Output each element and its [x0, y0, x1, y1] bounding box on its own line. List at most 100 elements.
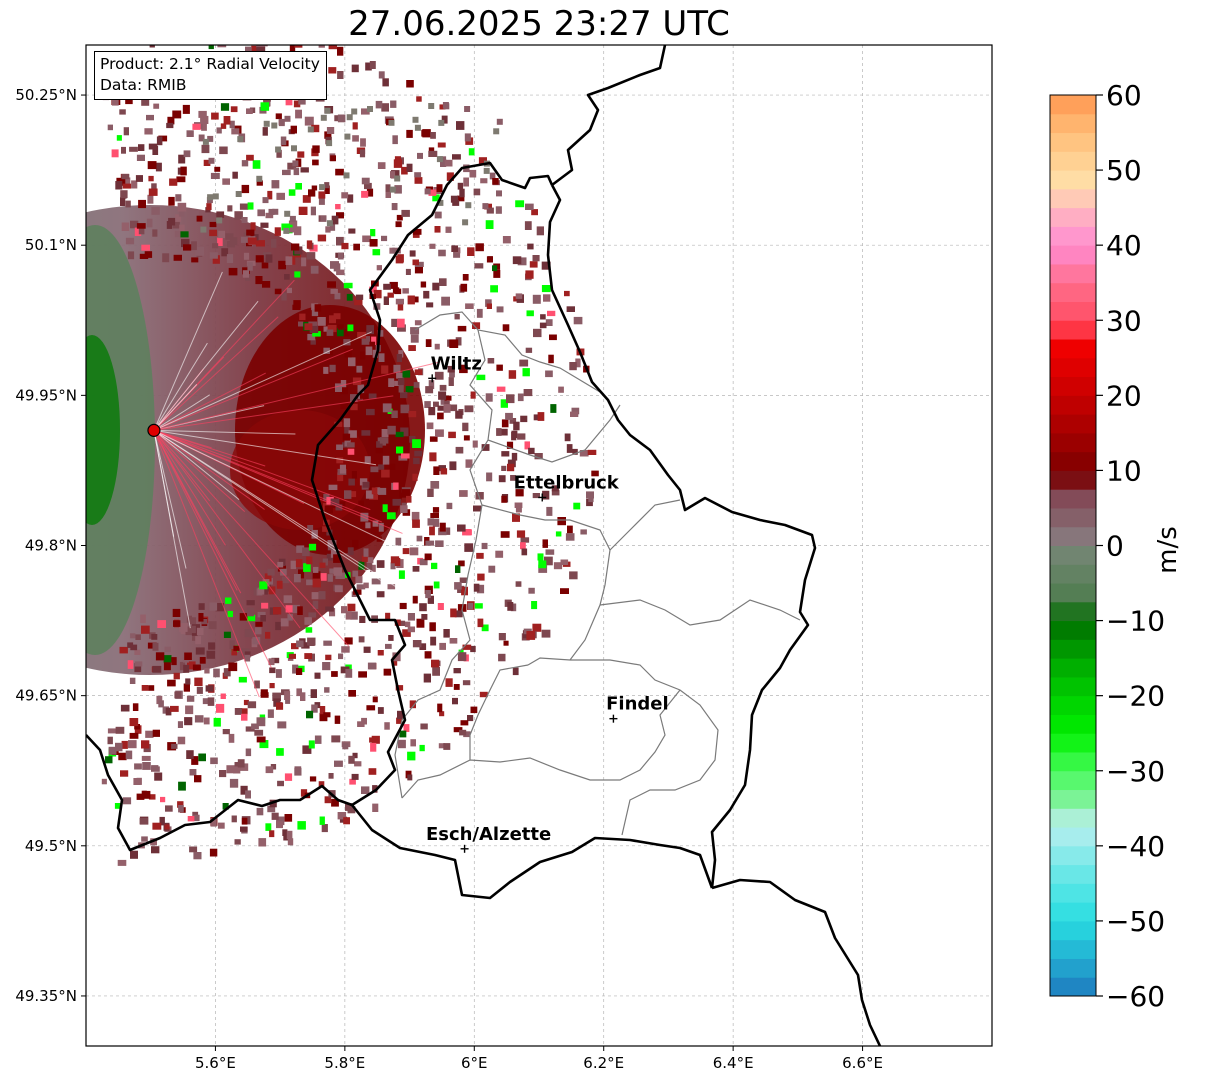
echo-pixel: [199, 657, 206, 664]
echo-pixel: [319, 816, 325, 825]
echo-pixel: [169, 178, 178, 186]
echo-pixel: [350, 611, 358, 620]
echo-pixel: [138, 199, 146, 209]
echo-pixel: [306, 710, 314, 719]
echo-pixel: [564, 290, 570, 297]
echo-pixel: [210, 818, 217, 827]
echo-pixel: [454, 582, 462, 590]
lat-tick-label: 49.5°N: [25, 837, 77, 855]
echo-pixel: [314, 672, 321, 679]
echo-pixel: [191, 257, 199, 263]
echo-pixel: [507, 463, 515, 472]
echo-streak: [153, 430, 272, 669]
echo-pixel: [148, 188, 158, 196]
echo-pixel: [343, 339, 351, 346]
echo-pixel: [276, 748, 284, 756]
echo-pixel: [390, 100, 397, 108]
echo-pixel: [152, 642, 159, 651]
echo-pixel: [440, 398, 447, 405]
echo-pixel: [336, 212, 344, 219]
echo-pixel: [348, 430, 357, 438]
echo-pixel: [123, 127, 129, 136]
echo-pixel: [284, 773, 293, 781]
colorbar-segment: [1050, 113, 1096, 134]
echo-pixel: [369, 61, 376, 69]
echo-pixel: [115, 181, 123, 190]
echo-pixel: [337, 328, 345, 337]
echo-pixel: [455, 565, 461, 573]
country-border-france-germany: [711, 878, 882, 1046]
echo-pixel: [165, 707, 172, 716]
echo-pixel: [378, 522, 384, 532]
echo-pixel: [234, 708, 243, 715]
echo-pixel: [243, 699, 249, 706]
echo-pixel: [213, 20, 220, 28]
colorbar-segment: [1050, 282, 1096, 302]
echo-pixel: [183, 664, 190, 673]
echo-pixel: [498, 653, 506, 662]
echo-pixel: [560, 588, 569, 594]
echo-pixel: [307, 525, 314, 531]
echo-pixel: [382, 455, 390, 465]
echo-pixel: [586, 498, 593, 507]
echo-pixel: [439, 642, 446, 650]
echo-pixel: [346, 114, 353, 121]
echo-pixel: [428, 147, 435, 154]
echo-pixel: [428, 189, 437, 196]
echo-pixel: [319, 184, 326, 191]
echo-pixel: [465, 202, 472, 209]
echo-pixel: [195, 246, 204, 256]
echo-pixel: [192, 814, 200, 822]
lat-tick-label: 50.25°N: [15, 86, 77, 104]
echo-pixel: [361, 430, 371, 436]
echo-pixel: [365, 62, 372, 71]
echo-pixel: [244, 629, 254, 638]
echo-pixel: [200, 226, 207, 233]
echo-pixel: [114, 803, 122, 809]
echo-pixel: [507, 459, 516, 468]
echo-pixel: [318, 45, 325, 48]
echo-pixel: [493, 128, 500, 135]
echo-pixel: [551, 485, 559, 492]
echo-pixel: [331, 798, 339, 807]
echo-pixel: [217, 45, 227, 48]
echo-pixel: [477, 618, 484, 628]
echo-pixel: [495, 206, 502, 214]
echo-pixel: [208, 157, 215, 164]
echo-pixel: [226, 765, 236, 774]
echo-pixel: [358, 500, 364, 507]
echo-pixel: [438, 119, 445, 126]
echo-pixel: [525, 270, 534, 279]
echo-pixel: [223, 631, 231, 638]
echo-pixel: [513, 421, 520, 431]
echo-pixel: [151, 765, 159, 771]
echo-pixel: [485, 299, 492, 307]
echo-pixel: [335, 168, 344, 176]
echo-pixel: [196, 627, 204, 635]
echo-pixel: [297, 821, 306, 830]
echo-pixel: [448, 377, 454, 386]
echo-pixel: [306, 240, 313, 249]
echo-pixel: [406, 495, 412, 503]
echo-pixel: [101, 778, 107, 785]
lon-tick-label: 6°E: [461, 1054, 488, 1072]
echo-pixel: [130, 644, 138, 651]
echo-pixel: [522, 630, 529, 639]
echo-pixel: [198, 753, 206, 762]
echo-pixel: [207, 135, 214, 142]
echo-pixel: [462, 422, 469, 432]
echo-pixel: [541, 261, 551, 270]
echo-pixel: [462, 644, 472, 650]
echo-pixel: [255, 276, 263, 285]
echo-pixel: [241, 217, 248, 223]
echo-pixel: [130, 220, 139, 229]
echo-pixel: [401, 453, 410, 459]
echo-pixel: [211, 112, 219, 120]
echo-pixel: [158, 135, 168, 142]
echo-pixel: [263, 120, 270, 127]
echo-pixel: [475, 243, 484, 252]
echo-pixel: [331, 671, 338, 677]
echo-pixel: [132, 703, 139, 711]
colorbar-segment: [1050, 958, 1096, 978]
echo-pixel: [345, 668, 353, 678]
